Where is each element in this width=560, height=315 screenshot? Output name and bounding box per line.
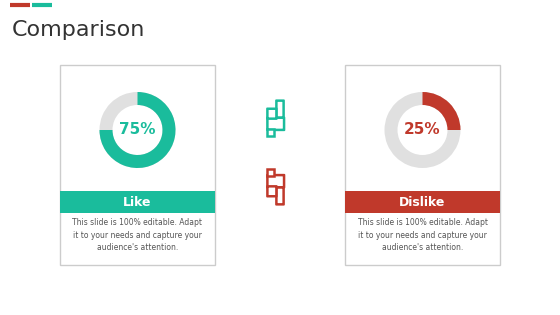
Text: Like: Like <box>123 196 152 209</box>
Text: This slide is 100% editable. Adapt
it to your needs and capture your
audience's : This slide is 100% editable. Adapt it to… <box>72 218 203 252</box>
FancyBboxPatch shape <box>267 175 284 187</box>
FancyBboxPatch shape <box>345 191 500 213</box>
Wedge shape <box>385 92 460 168</box>
Text: Dislike: Dislike <box>399 196 446 209</box>
Text: This slide is 100% editable. Adapt
it to your needs and capture your
audience's : This slide is 100% editable. Adapt it to… <box>357 218 488 252</box>
Wedge shape <box>422 92 460 130</box>
Wedge shape <box>100 92 175 168</box>
FancyBboxPatch shape <box>60 65 215 265</box>
Text: 25%: 25% <box>404 123 441 138</box>
FancyBboxPatch shape <box>277 100 283 118</box>
Text: 75%: 75% <box>119 123 156 138</box>
FancyBboxPatch shape <box>345 65 500 265</box>
Bar <box>267 169 274 175</box>
FancyBboxPatch shape <box>267 186 277 196</box>
FancyBboxPatch shape <box>60 191 215 213</box>
FancyBboxPatch shape <box>267 118 284 130</box>
FancyBboxPatch shape <box>277 187 283 204</box>
Bar <box>267 129 274 136</box>
FancyBboxPatch shape <box>267 109 277 119</box>
Text: Comparison: Comparison <box>12 20 146 40</box>
Wedge shape <box>100 92 175 168</box>
